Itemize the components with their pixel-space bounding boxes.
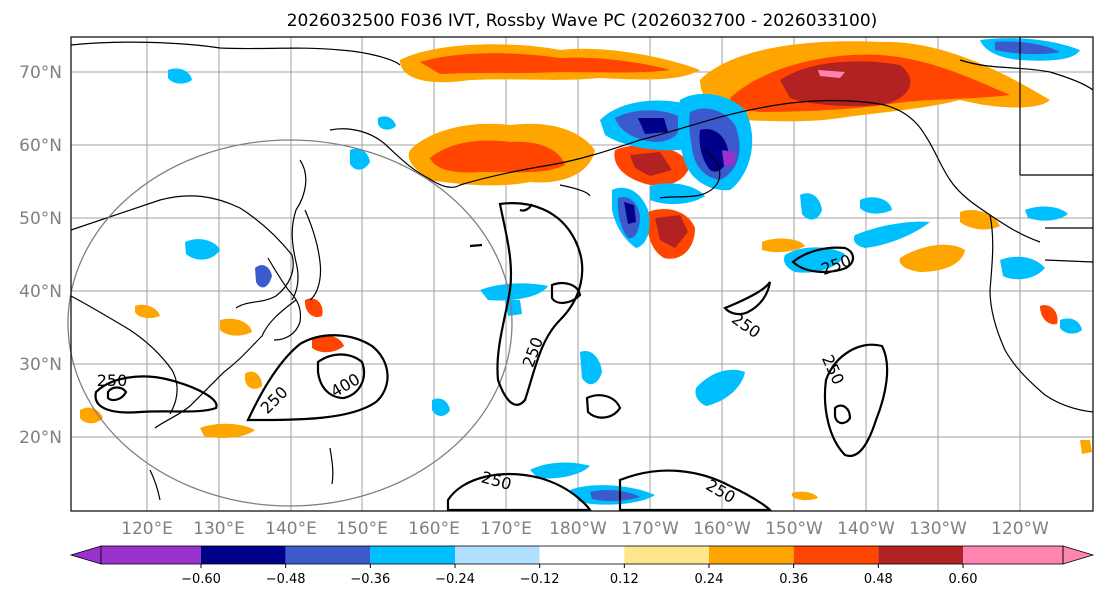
colorbar: −0.60 −0.48 −0.36 −0.24 −0.12 0.12 0.24 0.36 0.4…: [69, 545, 1095, 587]
lon-label: 170°E: [480, 519, 532, 539]
colorbar-segment: [793, 546, 879, 564]
lat-label: 30°N: [19, 355, 62, 375]
colorbar-tick-label: −0.12: [520, 572, 560, 587]
colorbar-tick-label: −0.48: [266, 572, 306, 587]
colorbar-tick-label: 0.60: [949, 572, 978, 587]
lon-label: 120°E: [121, 519, 173, 539]
lon-label: 160°W: [693, 519, 751, 539]
lat-label: 20°N: [19, 428, 62, 448]
lon-label: 160°E: [408, 519, 460, 539]
colorbar-min-arrow: [69, 545, 102, 565]
lon-label: 140°W: [837, 519, 895, 539]
colorbar-segment: [370, 546, 455, 564]
lon-label: 150°E: [336, 519, 388, 539]
colorbar-segment: [285, 546, 371, 564]
lon-label: 140°E: [265, 519, 317, 539]
colorbar-segment: [963, 546, 1063, 564]
colorbar-max-arrow: [1062, 545, 1095, 565]
latitude-labels: 70°N 60°N 50°N 40°N 30°N 20°N: [19, 63, 62, 448]
lat-label: 40°N: [19, 282, 62, 302]
colorbar-segment: [878, 546, 963, 564]
graticule: [71, 37, 1093, 511]
lat-label: 70°N: [19, 63, 62, 83]
lon-label: 150°W: [765, 519, 823, 539]
lon-label: 170°W: [621, 519, 679, 539]
lat-label: 50°N: [19, 209, 62, 229]
colorbar-segment: [539, 546, 625, 564]
longitude-labels: 120°E 130°E 140°E 150°E 160°E 170°E 180°…: [121, 519, 1049, 539]
map-title: 2026032500 F036 IVT, Rossby Wave PC (202…: [287, 11, 878, 31]
colorbar-tick-label: 0.12: [610, 572, 639, 587]
lon-label: 130°E: [193, 519, 245, 539]
lon-label: 120°W: [991, 519, 1049, 539]
colorbar-tick-label: 0.48: [864, 572, 893, 587]
colorbar-segment: [455, 546, 540, 564]
colorbar-frame: [100, 545, 1064, 565]
ivt-contours: [94, 202, 889, 512]
colorbar-segment: [101, 546, 201, 564]
colorbar-tick-label: 0.24: [695, 572, 724, 587]
map-panel: 250 250 400 250 250 250 250 250 250: [67, 36, 1094, 512]
lon-label: 130°W: [909, 519, 967, 539]
lat-label: 60°N: [19, 136, 62, 156]
colorbar-segment: [201, 546, 286, 564]
colorbar-tick-label: −0.24: [435, 572, 475, 587]
positive-anomaly-shading: [80, 41, 1092, 501]
colorbar-tick-label: −0.60: [181, 572, 221, 587]
coastlines: [70, 37, 1094, 501]
lon-label: 180°W: [549, 519, 607, 539]
contour-label: 250: [97, 371, 128, 390]
colorbar-tick-label: 0.36: [779, 572, 808, 587]
distance-circle: [67, 139, 513, 507]
colorbar-segment: [709, 546, 794, 564]
map-frame: [70, 36, 1094, 512]
colorbar-tick-label: −0.36: [350, 572, 390, 587]
colorbar-segment: [624, 546, 709, 564]
